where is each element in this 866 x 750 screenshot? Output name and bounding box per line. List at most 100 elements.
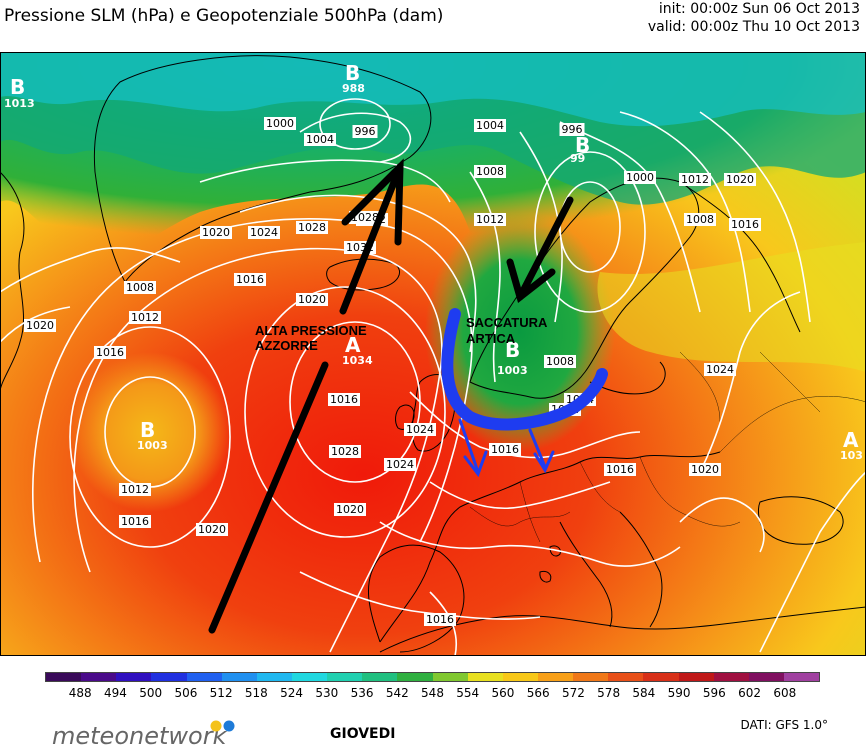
svg-text:1008: 1008 <box>126 281 154 294</box>
svg-text:1016: 1016 <box>121 515 149 528</box>
isobar-label: 1008 <box>684 213 716 226</box>
scale-tick-label: 554 <box>456 686 480 700</box>
scale-swatch <box>678 673 714 681</box>
trough-arrow-shaft <box>516 196 574 301</box>
isobar-label: 1020 <box>724 173 756 186</box>
scale-swatch <box>362 673 398 681</box>
isobar-label: 1024 <box>704 363 736 376</box>
isobar-label: 1008 <box>544 355 576 368</box>
scale-tick-label: 524 <box>280 686 304 700</box>
svg-text:1020: 1020 <box>336 503 364 516</box>
svg-text:1028: 1028 <box>298 221 326 234</box>
scale-tick-label: 590 <box>667 686 691 700</box>
svg-text:1016: 1016 <box>491 443 519 456</box>
init-time: init: 00:00z Sun 06 Oct 2013 <box>658 1 860 17</box>
isobar-label: 1016 <box>119 515 151 528</box>
svg-text:1013: 1013 <box>4 97 35 110</box>
svg-text:1020: 1020 <box>202 226 230 239</box>
svg-text:1024: 1024 <box>406 423 434 436</box>
scale-tick-label: 518 <box>244 686 268 700</box>
scale-tick-label: 608 <box>773 686 797 700</box>
isobar-label: 996 <box>559 123 585 136</box>
isobar-label: 1000 <box>264 117 296 130</box>
svg-text:1016: 1016 <box>330 393 358 406</box>
svg-text:1016: 1016 <box>731 218 759 231</box>
east-yellow-band <box>597 242 866 372</box>
svg-text:B: B <box>505 338 520 362</box>
svg-text:B: B <box>10 75 25 99</box>
scale-swatch <box>783 673 820 681</box>
svg-text:B: B <box>345 61 360 85</box>
isobar-label: 1012 <box>474 213 506 226</box>
svg-text:99: 99 <box>570 152 585 165</box>
isobar-label: 1016 <box>489 443 521 456</box>
scale-swatch <box>467 673 503 681</box>
svg-text:1008: 1008 <box>546 355 574 368</box>
isobar-label: 1016 <box>424 613 456 626</box>
run-info: init: 00:00z Sun 06 Oct 2013 valid: 00:0… <box>648 0 860 36</box>
svg-text:1028: 1028 <box>331 445 359 458</box>
isobar-label: 1024 <box>248 226 280 239</box>
annotation-trough-line1: SACCATURA <box>466 315 548 330</box>
center-high-azores: A 1034 <box>342 333 373 367</box>
scale-swatch <box>221 673 257 681</box>
isobar-label: 1020 <box>689 463 721 476</box>
scale-tick-label: 584 <box>632 686 656 700</box>
svg-text:1003: 1003 <box>137 439 168 452</box>
svg-text:988: 988 <box>342 82 365 95</box>
svg-text:1020: 1020 <box>298 293 326 306</box>
svg-text:1020: 1020 <box>691 463 719 476</box>
isobar-label: 1004 <box>304 133 336 146</box>
isobar-label: 996 <box>352 125 378 138</box>
svg-text:103: 103 <box>840 449 863 462</box>
svg-text:1008: 1008 <box>686 213 714 226</box>
day-label: GIOVEDI <box>330 726 396 742</box>
atlantic-low-area <box>70 352 230 512</box>
scale-tick-label: 542 <box>385 686 409 700</box>
svg-text:1034: 1034 <box>342 354 373 367</box>
svg-text:1016: 1016 <box>96 346 124 359</box>
scale-swatch <box>151 673 187 681</box>
isobar-label: 1016 <box>328 393 360 406</box>
scale-swatch <box>608 673 644 681</box>
svg-text:996: 996 <box>355 125 376 138</box>
isobar-label: 1024 <box>384 458 416 471</box>
annotation-high-line2: AZZORRE <box>255 338 318 353</box>
isobar-label: 1016 <box>604 463 636 476</box>
scale-swatch <box>397 673 433 681</box>
isobar-label: 1028 <box>296 221 328 234</box>
isobar-label: 1020 <box>296 293 328 306</box>
scale-tick-label: 596 <box>702 686 726 700</box>
azores-flow-arrow-lower <box>208 361 329 634</box>
color-scale-bar <box>45 672 820 682</box>
azores-flow-arrow-upper <box>339 163 404 315</box>
svg-text:A: A <box>345 333 361 357</box>
scale-tick-label: 566 <box>526 686 550 700</box>
scale-tick-label: 536 <box>350 686 374 700</box>
svg-text:1024: 1024 <box>706 363 734 376</box>
scale-tick-label: 530 <box>315 686 339 700</box>
svg-text:B: B <box>140 418 155 442</box>
svg-text:1020: 1020 <box>26 319 54 332</box>
isobar-label: 1008 <box>474 165 506 178</box>
svg-text:1016: 1016 <box>606 463 634 476</box>
brand-dots-icon <box>210 720 235 732</box>
scale-tick-label: 548 <box>421 686 444 700</box>
center-low-atlantic: B 1003 <box>137 418 168 452</box>
isobar-label: 1020 <box>200 226 232 239</box>
trough-arrow-head <box>506 258 556 303</box>
color-scale-labels: 488 494 500 506 512 518 524 530 536 542 548 554 560 5… <box>45 686 820 700</box>
isobar-label: 1024 <box>404 423 436 436</box>
weather-map: B 988 B 1003 B 1003 A 1034 B 99 B 1013 A… <box>0 52 866 656</box>
isobar-label: 1016 <box>94 346 126 359</box>
svg-text:1028: 1028 <box>351 211 379 224</box>
isobar-label: 1000 <box>624 171 656 184</box>
isobar-label: 1016 <box>729 218 761 231</box>
scale-swatch <box>502 673 538 681</box>
svg-text:1020: 1020 <box>726 173 754 186</box>
svg-text:1000: 1000 <box>266 117 294 130</box>
svg-text:1020: 1020 <box>198 523 226 536</box>
center-low-canada: B 1013 <box>4 75 35 110</box>
annotation-trough-line2: ARTICA <box>466 331 516 346</box>
annotation-high-line1: ALTA PRESSIONE <box>255 323 367 338</box>
